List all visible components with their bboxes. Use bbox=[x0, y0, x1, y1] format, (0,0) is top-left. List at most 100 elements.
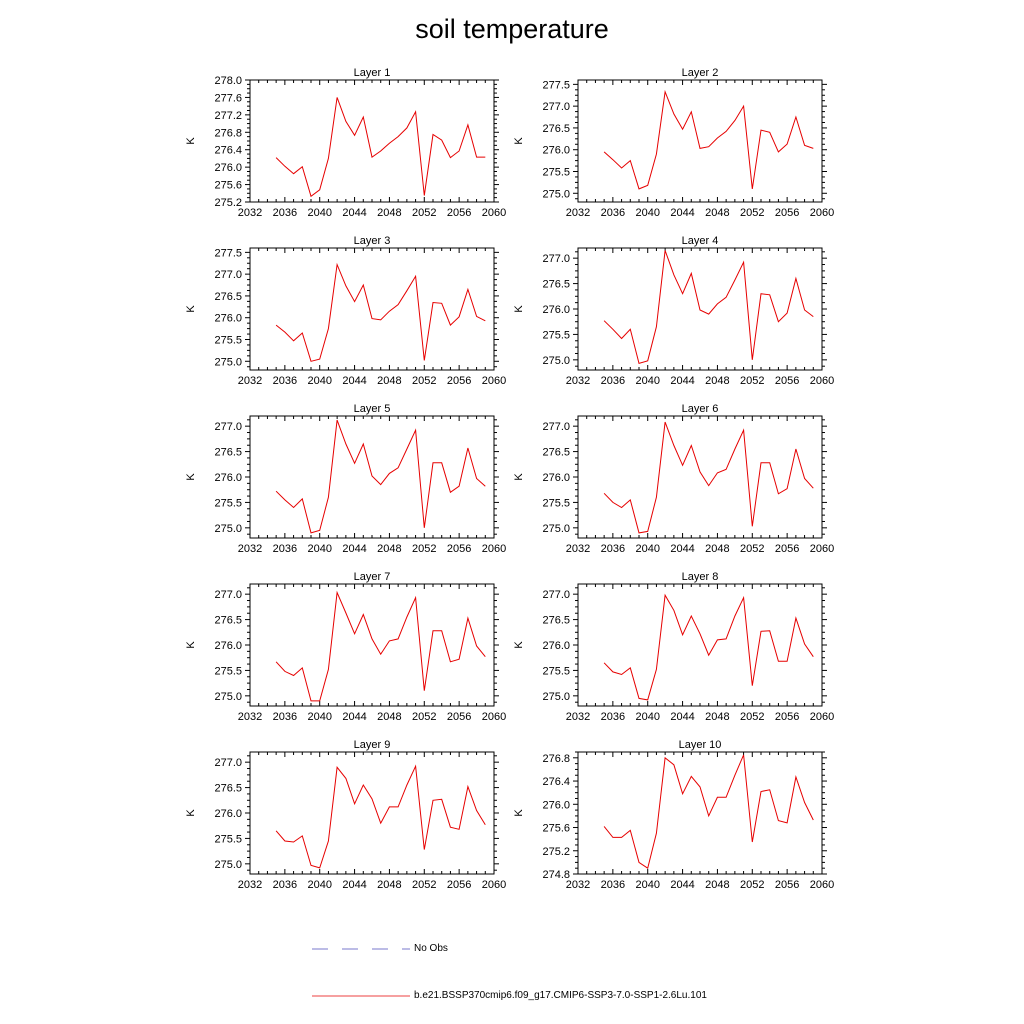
panel-layer-6: Layer 6 K 2032 2036 2040 2044 2048 2052 2056 2060… bbox=[513, 403, 834, 555]
y-tick-label: 276.0 bbox=[214, 472, 242, 484]
series-line bbox=[603, 754, 814, 870]
x-tick-label: 2052 bbox=[412, 375, 436, 387]
series-line bbox=[275, 419, 486, 534]
series-line bbox=[603, 593, 814, 701]
y-tick-label: 275.0 bbox=[542, 188, 570, 200]
y-tick-label: 277.0 bbox=[542, 101, 570, 113]
x-tick-label: 2040 bbox=[307, 543, 331, 555]
x-tick-label: 2056 bbox=[775, 543, 799, 555]
y-tick-label: 276.0 bbox=[542, 304, 570, 316]
x-tick-label: 2036 bbox=[273, 375, 297, 387]
x-tick-label: 2036 bbox=[601, 879, 625, 891]
panel-title: Layer 3 bbox=[354, 235, 391, 247]
series-line bbox=[275, 262, 486, 362]
x-tick-label: 2032 bbox=[566, 879, 590, 891]
plot-frame bbox=[249, 247, 495, 371]
y-tick-label: 276.5 bbox=[542, 123, 570, 135]
panel-layer-5: Layer 5 K 2032 2036 2040 2044 2048 2052 2056 2060… bbox=[185, 403, 506, 555]
y-tick-label: 276.8 bbox=[542, 753, 570, 765]
series-line bbox=[275, 590, 486, 702]
y-tick-label: 276.8 bbox=[214, 127, 242, 139]
y-axis-label: K bbox=[513, 305, 525, 313]
x-tick-label: 2060 bbox=[810, 375, 834, 387]
x-tick-label: 2040 bbox=[635, 543, 659, 555]
y-axis-label: K bbox=[513, 809, 525, 817]
x-tick-label: 2032 bbox=[566, 543, 590, 555]
x-tick-label: 2052 bbox=[740, 207, 764, 219]
y-tick-label: 277.2 bbox=[214, 110, 242, 122]
x-tick-label: 2048 bbox=[377, 207, 401, 219]
x-tick-label: 2044 bbox=[342, 207, 366, 219]
y-axis-label: K bbox=[185, 473, 197, 481]
y-tick-label: 277.0 bbox=[542, 589, 570, 601]
panel-title: Layer 7 bbox=[354, 571, 391, 583]
x-tick-label: 2032 bbox=[238, 207, 262, 219]
y-tick-label: 276.5 bbox=[542, 615, 570, 627]
y-axis-label: K bbox=[185, 809, 197, 817]
y-tick-label: 275.5 bbox=[214, 833, 242, 845]
y-tick-label: 274.8 bbox=[542, 869, 570, 881]
x-tick-label: 2036 bbox=[273, 543, 297, 555]
y-tick-label: 277.5 bbox=[542, 79, 570, 91]
x-tick-label: 2052 bbox=[740, 711, 764, 723]
panel-title: Layer 5 bbox=[354, 403, 391, 415]
y-tick-label: 277.0 bbox=[214, 269, 242, 281]
x-tick-label: 2044 bbox=[342, 543, 366, 555]
x-tick-label: 2048 bbox=[705, 711, 729, 723]
x-tick-label: 2032 bbox=[238, 711, 262, 723]
y-tick-label: 277.0 bbox=[542, 253, 570, 265]
x-tick-label: 2044 bbox=[342, 711, 366, 723]
x-tick-label: 2032 bbox=[238, 375, 262, 387]
y-tick-label: 275.0 bbox=[542, 523, 570, 535]
x-tick-label: 2052 bbox=[412, 879, 436, 891]
x-tick-label: 2048 bbox=[377, 543, 401, 555]
x-tick-label: 2060 bbox=[482, 375, 506, 387]
y-tick-label: 275.5 bbox=[214, 665, 242, 677]
x-tick-label: 2048 bbox=[377, 711, 401, 723]
y-tick-label: 278.0 bbox=[214, 75, 242, 87]
y-tick-label: 276.0 bbox=[214, 640, 242, 652]
x-tick-label: 2036 bbox=[601, 207, 625, 219]
y-tick-label: 275.5 bbox=[542, 497, 570, 509]
x-tick-label: 2048 bbox=[705, 543, 729, 555]
x-tick-label: 2060 bbox=[482, 543, 506, 555]
y-tick-label: 275.5 bbox=[214, 335, 242, 347]
x-tick-label: 2036 bbox=[601, 711, 625, 723]
panel-layer-10: Layer 10 K 2032 2036 2040 2044 2048 2052 2056 206… bbox=[513, 739, 834, 891]
panel-layer-4: Layer 4 K 2032 2036 2040 2044 2048 2052 2056 2060… bbox=[513, 235, 834, 387]
y-tick-label: 276.0 bbox=[542, 472, 570, 484]
x-tick-label: 2060 bbox=[482, 207, 506, 219]
x-tick-label: 2032 bbox=[566, 375, 590, 387]
x-tick-label: 2048 bbox=[705, 207, 729, 219]
panel-title: Layer 10 bbox=[679, 739, 722, 751]
plot-frame bbox=[577, 79, 823, 203]
series-line bbox=[603, 421, 814, 534]
panel-title: Layer 1 bbox=[354, 67, 391, 79]
x-tick-label: 2044 bbox=[670, 543, 694, 555]
panel-layer-8: Layer 8 K 2032 2036 2040 2044 2048 2052 2056 2060… bbox=[513, 571, 834, 723]
y-tick-label: 275.0 bbox=[214, 356, 242, 368]
x-tick-label: 2056 bbox=[447, 543, 471, 555]
y-tick-label: 275.5 bbox=[542, 329, 570, 341]
chart-title: soil temperature bbox=[415, 14, 609, 44]
plot-frame bbox=[249, 583, 495, 707]
y-tick-label: 275.6 bbox=[542, 823, 570, 835]
y-tick-label: 276.0 bbox=[214, 313, 242, 325]
y-tick-label: 277.0 bbox=[214, 757, 242, 769]
x-tick-label: 2056 bbox=[447, 879, 471, 891]
x-tick-label: 2052 bbox=[412, 207, 436, 219]
x-tick-label: 2036 bbox=[601, 543, 625, 555]
y-axis-label: K bbox=[185, 305, 197, 313]
y-tick-label: 275.2 bbox=[542, 846, 570, 858]
panel-title: Layer 8 bbox=[682, 571, 719, 583]
panel-title: Layer 9 bbox=[354, 739, 391, 751]
y-tick-label: 276.0 bbox=[542, 799, 570, 811]
x-tick-label: 2044 bbox=[342, 375, 366, 387]
x-tick-label: 2060 bbox=[810, 543, 834, 555]
y-tick-label: 275.0 bbox=[542, 355, 570, 367]
y-tick-label: 275.5 bbox=[214, 497, 242, 509]
x-tick-label: 2040 bbox=[635, 711, 659, 723]
x-tick-label: 2036 bbox=[273, 207, 297, 219]
x-tick-label: 2040 bbox=[307, 711, 331, 723]
panel-layer-9: Layer 9 K 2032 2036 2040 2044 2048 2052 2056 2060… bbox=[185, 739, 506, 891]
